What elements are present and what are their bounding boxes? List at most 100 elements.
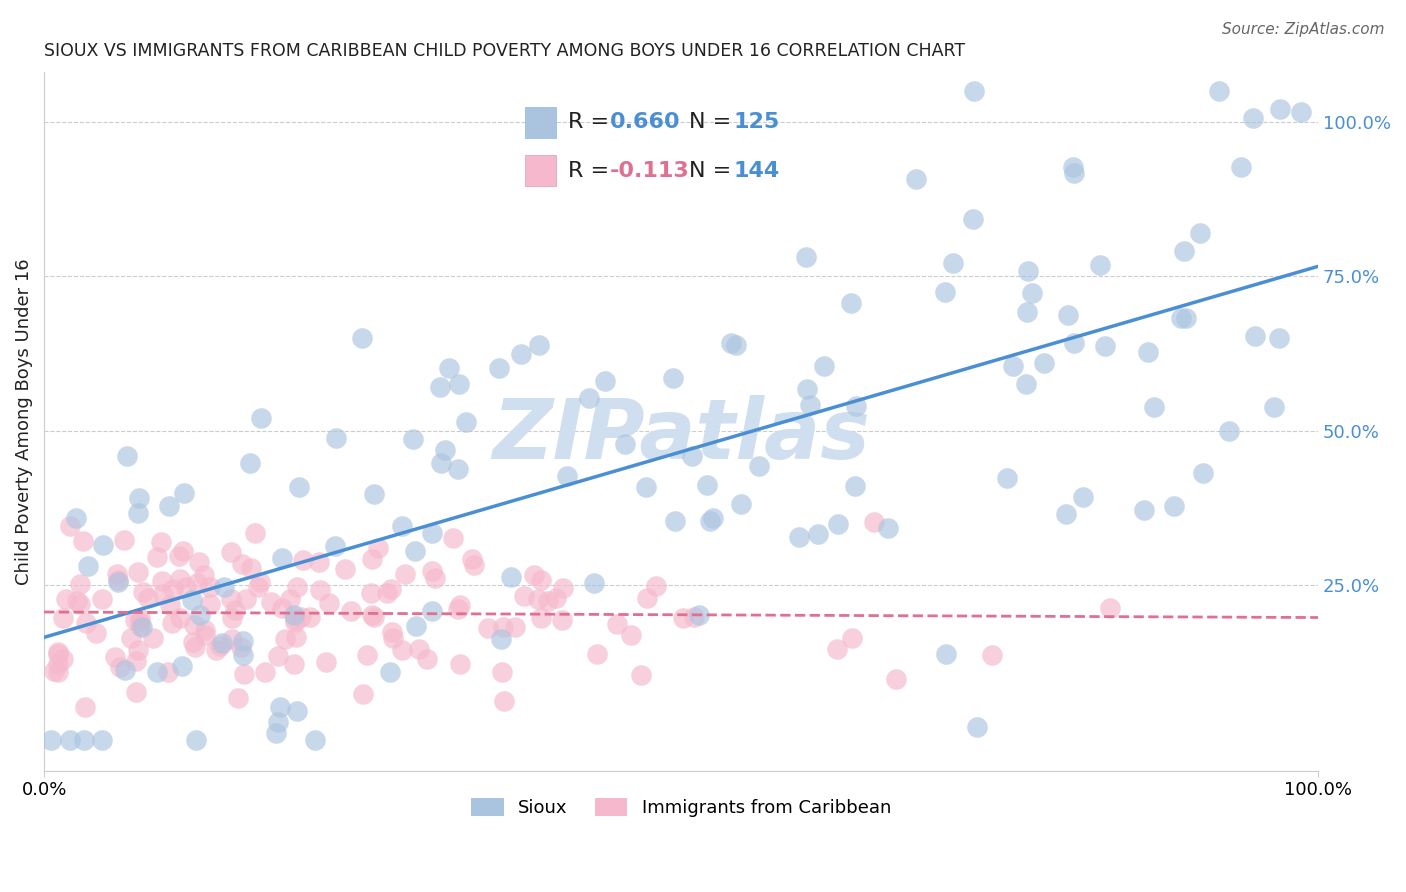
Text: R =: R =	[568, 161, 616, 180]
Point	[142, 631, 165, 645]
Point	[129, 619, 152, 633]
Point	[350, 331, 373, 345]
Point	[408, 642, 430, 657]
Point	[283, 607, 305, 622]
Point	[363, 487, 385, 501]
Point	[183, 640, 205, 654]
Point	[523, 568, 546, 582]
Point	[250, 411, 273, 425]
Point	[238, 456, 260, 470]
Point	[260, 595, 283, 609]
Point	[730, 497, 752, 511]
Point	[91, 591, 114, 606]
Point	[1268, 330, 1291, 344]
Point	[152, 574, 174, 588]
Point	[287, 480, 309, 494]
Point	[825, 641, 848, 656]
Point	[546, 591, 568, 605]
Point	[962, 211, 984, 226]
Point	[69, 577, 91, 591]
Y-axis label: Child Poverty Among Boys Under 16: Child Poverty Among Boys Under 16	[15, 259, 32, 585]
Point	[292, 553, 315, 567]
Point	[114, 663, 136, 677]
Point	[77, 558, 100, 573]
Point	[299, 609, 322, 624]
Point	[221, 610, 243, 624]
Point	[494, 694, 516, 708]
Point	[160, 615, 183, 630]
Point	[91, 538, 114, 552]
Point	[378, 665, 401, 679]
Point	[724, 338, 747, 352]
Point	[318, 596, 340, 610]
Point	[551, 581, 574, 595]
Point	[129, 610, 152, 624]
Point	[232, 634, 254, 648]
Point	[174, 580, 197, 594]
Point	[315, 655, 337, 669]
Point	[129, 615, 152, 630]
Point	[193, 568, 215, 582]
Point	[420, 603, 443, 617]
Point	[235, 592, 257, 607]
Point	[84, 625, 107, 640]
Point	[839, 295, 862, 310]
Point	[696, 477, 718, 491]
Point	[995, 471, 1018, 485]
Point	[73, 732, 96, 747]
Point	[529, 338, 551, 352]
Point	[1071, 490, 1094, 504]
Point	[52, 652, 75, 666]
Point	[224, 603, 246, 617]
Point	[449, 657, 471, 671]
Point	[681, 449, 703, 463]
Point	[39, 732, 62, 747]
Point	[530, 574, 553, 588]
Point	[550, 613, 572, 627]
Point	[128, 491, 150, 506]
Point	[447, 601, 470, 615]
Point	[285, 630, 308, 644]
Point	[253, 665, 276, 679]
Point	[66, 594, 89, 608]
Point	[505, 619, 527, 633]
Point	[1136, 345, 1159, 359]
Point	[748, 458, 770, 473]
Text: 144: 144	[734, 161, 780, 180]
Point	[499, 570, 522, 584]
Point	[267, 648, 290, 663]
Point	[962, 84, 984, 98]
Point	[73, 700, 96, 714]
Point	[980, 648, 1002, 663]
Point	[578, 391, 600, 405]
Point	[107, 575, 129, 590]
Point	[430, 456, 453, 470]
Point	[630, 667, 652, 681]
Point	[181, 635, 204, 649]
Point	[827, 517, 849, 532]
Point	[127, 506, 149, 520]
Point	[267, 714, 290, 729]
Point	[807, 527, 830, 541]
Point	[1033, 356, 1056, 370]
Point	[46, 665, 69, 680]
Point	[69, 598, 91, 612]
Point	[187, 555, 209, 569]
Point	[1230, 160, 1253, 174]
Point	[796, 382, 818, 396]
Point	[304, 732, 326, 747]
Point	[188, 608, 211, 623]
Point	[420, 564, 443, 578]
Point	[381, 631, 404, 645]
Point	[449, 598, 471, 612]
Point	[131, 620, 153, 634]
Point	[391, 519, 413, 533]
Point	[145, 549, 167, 564]
Point	[447, 461, 470, 475]
Point	[124, 685, 146, 699]
Point	[644, 579, 666, 593]
Point	[620, 628, 643, 642]
Point	[491, 665, 513, 679]
Point	[862, 515, 884, 529]
Point	[672, 610, 695, 624]
